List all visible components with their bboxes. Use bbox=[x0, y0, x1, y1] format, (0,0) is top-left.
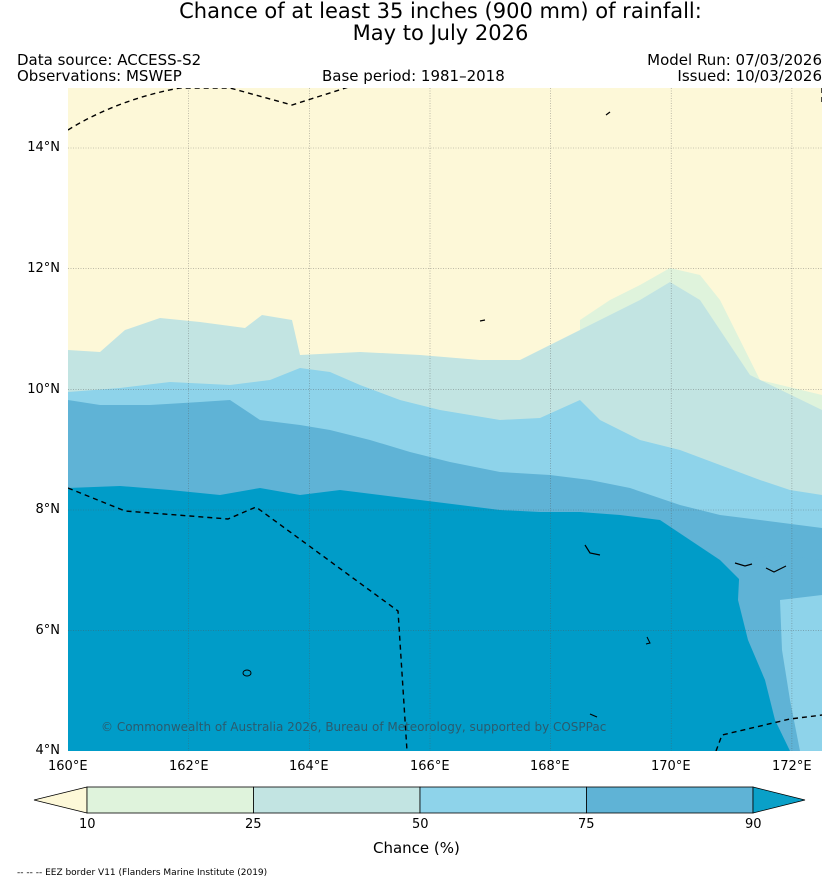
band-50-75-east-lobe bbox=[780, 595, 822, 751]
lat-label-12n: 12°N bbox=[27, 261, 60, 276]
eez-footnote: -- -- -- EEZ border V11 (Flanders Marine… bbox=[17, 868, 268, 878]
island bbox=[605, 111, 611, 116]
base-period-label: Base period: 1981–2018 bbox=[322, 67, 505, 85]
eez-border-southeast bbox=[715, 714, 822, 751]
colorbar-label: Chance (%) bbox=[373, 839, 460, 857]
eez-border-north bbox=[68, 88, 348, 131]
island bbox=[589, 713, 598, 718]
lon-label-168e: 168°E bbox=[530, 759, 570, 774]
island bbox=[734, 562, 753, 567]
observations-label: Observations: MSWEP bbox=[17, 67, 182, 85]
lat-label-4n: 4°N bbox=[35, 743, 61, 758]
island bbox=[584, 544, 601, 556]
lat-label-8n: 8°N bbox=[35, 502, 61, 517]
copyright-notice: © Commonwealth of Australia 2026, Bureau… bbox=[101, 720, 607, 734]
lon-label-170e: 170°E bbox=[651, 759, 691, 774]
colorbar-75-90 bbox=[586, 786, 754, 814]
lat-label-10n: 10°N bbox=[27, 382, 60, 397]
lon-label-172e: 172°E bbox=[772, 759, 812, 774]
lon-label-166e: 166°E bbox=[410, 759, 450, 774]
island bbox=[242, 669, 252, 677]
island bbox=[645, 636, 651, 645]
colorbar-tick-50: 50 bbox=[412, 817, 429, 832]
colorbar-tick-10: 10 bbox=[79, 817, 96, 832]
data-source-label: Data source: ACCESS-S2 bbox=[17, 51, 202, 69]
issued-label: Issued: 10/03/2026 bbox=[677, 67, 822, 85]
colorbar-tick-90: 90 bbox=[745, 817, 762, 832]
lon-label-164e: 164°E bbox=[289, 759, 329, 774]
lon-label-160e: 160°E bbox=[48, 759, 88, 774]
chart-title-line1: Chance of at least 35 inches (900 mm) of… bbox=[179, 0, 702, 23]
colorbar-25-50 bbox=[253, 786, 421, 814]
colorbar-over-arrow bbox=[752, 786, 806, 814]
lat-label-6n: 6°N bbox=[35, 623, 61, 638]
gridlines bbox=[68, 88, 822, 751]
lon-label-162e: 162°E bbox=[169, 759, 209, 774]
eez-border-west bbox=[68, 487, 408, 751]
colorbar-tick-75: 75 bbox=[578, 817, 595, 832]
colorbar-under-arrow bbox=[33, 786, 88, 814]
colorbar-tick-25: 25 bbox=[245, 817, 262, 832]
colorbar bbox=[33, 786, 806, 814]
lat-label-14n: 14°N bbox=[27, 140, 60, 155]
band-over-90 bbox=[68, 486, 822, 751]
island bbox=[765, 565, 787, 573]
island bbox=[479, 319, 486, 322]
chart-title-line2: May to July 2026 bbox=[352, 21, 529, 45]
colorbar-50-75 bbox=[419, 786, 587, 814]
colorbar-10-25 bbox=[86, 786, 254, 814]
model-run-label: Model Run: 07/03/2026 bbox=[647, 51, 822, 69]
